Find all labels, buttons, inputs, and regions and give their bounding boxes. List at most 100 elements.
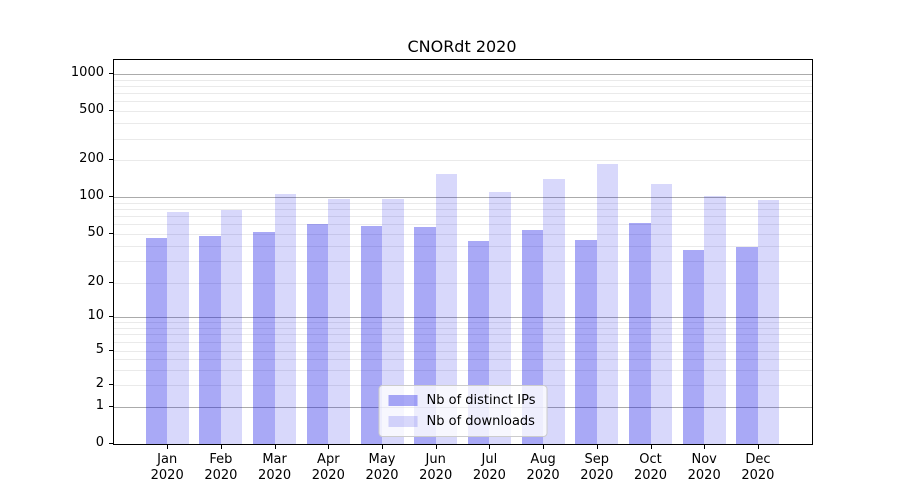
bar-downloads-apr <box>328 198 350 444</box>
bar-distinct-ips-may <box>360 226 382 444</box>
bar-downloads-sep <box>596 163 619 444</box>
bar-downloads-may <box>382 198 404 444</box>
minor-gridline <box>114 327 812 329</box>
y-tick-mark <box>109 159 113 161</box>
plot-area: Nb of distinct IPs Nb of downloads <box>113 59 813 445</box>
x-tick-mark <box>167 445 169 449</box>
y-tick-label-20: 20 <box>87 274 104 290</box>
x-tick-mark <box>382 445 383 449</box>
bar-downloads-jan <box>167 212 189 444</box>
x-tick-label-jul: Jul 2020 <box>472 452 506 483</box>
y-tick-mark <box>109 73 113 75</box>
major-gridline <box>114 197 812 198</box>
y-tick-label-50: 50 <box>87 224 104 240</box>
minor-gridline <box>114 79 812 81</box>
y-tick-mark <box>109 196 113 197</box>
bar-downloads-feb <box>220 210 243 444</box>
y-tick-mark <box>109 349 113 351</box>
x-tick-mark <box>435 445 437 449</box>
x-tick-label-apr: Apr 2020 <box>311 452 345 483</box>
minor-gridline <box>114 350 812 352</box>
y-tick-label-5: 5 <box>95 341 104 357</box>
major-gridline <box>114 74 812 76</box>
x-tick-mark <box>489 445 491 449</box>
chart-title: CNORdt 2020 <box>407 37 517 56</box>
minor-gridline <box>114 123 812 125</box>
y-tick-mark <box>109 109 113 111</box>
minor-gridline <box>114 341 812 343</box>
y-tick-mark <box>109 315 113 317</box>
minor-gridline <box>114 334 812 336</box>
legend-item-downloads: Nb of downloads <box>388 414 536 429</box>
minor-gridline <box>114 208 812 210</box>
y-tick-mark <box>109 443 113 444</box>
y-tick-mark <box>109 384 113 386</box>
minor-gridline <box>114 261 812 263</box>
bar-distinct-ips-feb <box>199 236 221 444</box>
x-tick-mark <box>596 445 598 449</box>
bar-downloads-oct <box>650 184 672 444</box>
y-tick-label-200: 200 <box>79 151 104 167</box>
bar-downloads-jul <box>489 192 511 444</box>
y-tick-mark <box>109 282 113 284</box>
minor-gridline <box>114 101 812 103</box>
x-tick-label-jan: Jan 2020 <box>150 452 184 483</box>
bar-distinct-ips-mar <box>253 231 275 444</box>
x-tick-label-mar: Mar 2020 <box>258 452 292 483</box>
bar-distinct-ips-oct <box>629 223 651 444</box>
minor-gridline <box>114 160 812 162</box>
minor-gridline <box>114 233 812 235</box>
legend: Nb of distinct IPs Nb of downloads <box>378 385 548 437</box>
x-tick-label-jun: Jun 2020 <box>419 452 453 483</box>
x-tick-mark <box>704 445 706 449</box>
legend-swatch-distinct-ips <box>388 395 418 406</box>
bar-distinct-ips-sep <box>575 239 597 444</box>
y-tick-mark <box>109 405 113 407</box>
legend-item-distinct-ips: Nb of distinct IPs <box>388 393 536 408</box>
x-tick-label-oct: Oct 2020 <box>633 452 668 483</box>
y-tick-mark <box>109 232 113 234</box>
bar-distinct-ips-nov <box>682 250 705 444</box>
legend-swatch-downloads <box>388 416 418 427</box>
minor-gridline <box>114 359 812 361</box>
x-tick-mark <box>328 445 330 449</box>
bar-downloads-mar <box>274 193 297 444</box>
minor-gridline <box>114 321 812 323</box>
bar-distinct-ips-apr <box>306 224 329 444</box>
x-tick-mark <box>274 445 276 449</box>
bar-downloads-nov <box>704 195 726 444</box>
bar-downloads-jun <box>435 173 458 444</box>
x-tick-label-may: May 2020 <box>365 452 399 483</box>
legend-label-distinct-ips: Nb of distinct IPs <box>426 393 536 408</box>
minor-gridline <box>114 93 812 95</box>
x-tick-mark <box>220 445 222 449</box>
bar-downloads-dec <box>757 200 780 444</box>
bar-distinct-ips-dec <box>736 247 758 444</box>
x-tick-label-nov: Nov 2020 <box>687 452 721 483</box>
minor-gridline <box>114 369 812 371</box>
x-tick-label-aug: Aug 2020 <box>526 452 560 483</box>
x-tick-mark <box>543 445 545 449</box>
y-tick-label-2: 2 <box>95 376 104 392</box>
y-tick-label-500: 500 <box>79 101 104 117</box>
x-tick-label-feb: Feb 2020 <box>204 452 238 483</box>
legend-label-downloads: Nb of downloads <box>426 414 535 429</box>
y-tick-label-1: 1 <box>95 397 104 413</box>
y-tick-label-0: 0 <box>95 435 104 450</box>
x-tick-label-sep: Sep 2020 <box>580 452 614 483</box>
y-tick-label-10: 10 <box>87 307 104 323</box>
minor-gridline <box>114 245 812 247</box>
minor-gridline <box>114 283 812 285</box>
x-tick-mark <box>757 445 759 449</box>
minor-gridline <box>114 224 812 226</box>
y-tick-label-1000: 1000 <box>70 65 104 81</box>
major-gridline <box>114 316 812 318</box>
x-tick-label-dec: Dec 2020 <box>741 452 775 483</box>
y-tick-label-100: 100 <box>79 188 104 203</box>
minor-gridline <box>114 216 812 218</box>
x-tick-mark <box>650 445 652 449</box>
minor-gridline <box>114 138 812 140</box>
bar-downloads-aug <box>543 179 565 444</box>
minor-gridline <box>114 202 812 204</box>
